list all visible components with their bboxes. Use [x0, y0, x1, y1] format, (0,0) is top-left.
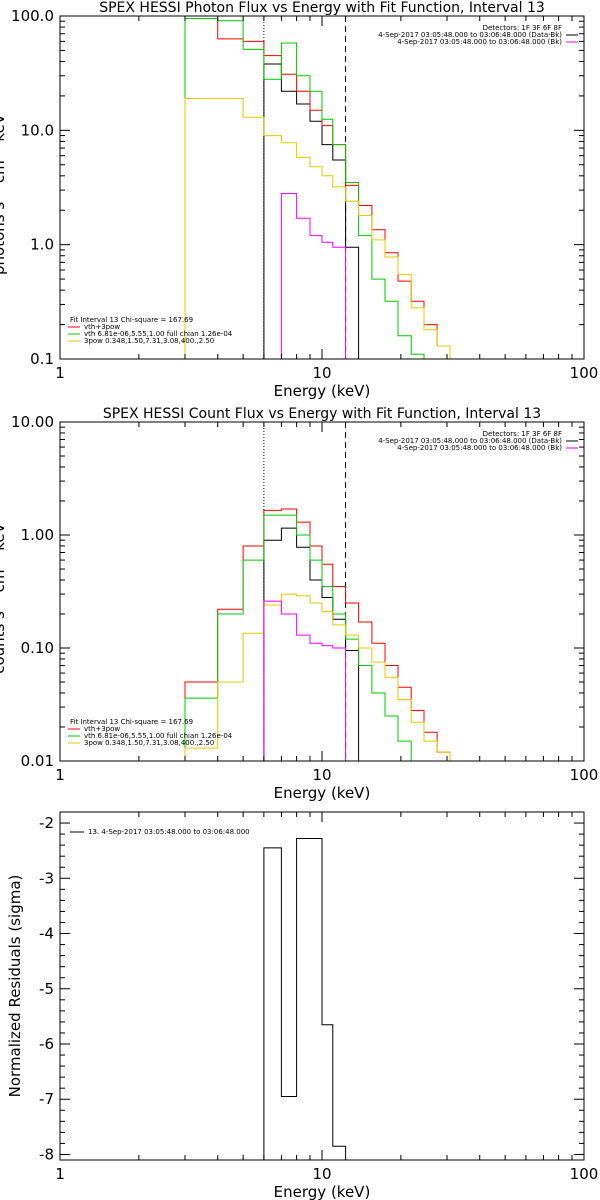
header-text: 4-Sep-2017 03:05:48.000 to 03:06:48.000 … — [378, 437, 562, 445]
legend-text: vth 6.81e-06,5.55,1.00 full chian 1.26e-… — [84, 732, 233, 740]
x-axis-label: Energy (keV) — [274, 382, 371, 400]
series-line — [263, 527, 360, 761]
x-tick-label: 1 — [55, 766, 65, 784]
series-line — [280, 193, 347, 359]
x-tick-label: 100 — [570, 364, 599, 382]
series-group — [280, 193, 347, 359]
x-tick-label: 10 — [312, 1165, 331, 1183]
legend-text: vth+3pow — [84, 323, 120, 331]
y-tick-label: 0.1 — [30, 350, 54, 368]
x-tick-label: 100 — [570, 1165, 599, 1183]
x-tick-label: 10 — [312, 766, 331, 784]
series-group — [263, 838, 347, 1160]
legend-text: 3pow 0.348,1.50,7.31,3.08,400.,2.50 — [84, 337, 214, 345]
series-group — [184, 98, 451, 359]
y-axis-label: Normalized Residuals (sigma) — [6, 875, 24, 1098]
series-line — [184, 18, 451, 359]
header-text: 4-Sep-2017 03:05:48.000 to 03:06:48.000 … — [397, 444, 562, 452]
legend-text: vth+3pow — [84, 725, 120, 733]
y-tick-label: -6 — [39, 1035, 54, 1053]
series-line — [184, 593, 451, 761]
y-axis-label: photons s⁻¹ cm⁻² keV⁻¹ — [0, 100, 8, 275]
plot-frame — [59, 15, 585, 360]
x-axis-label: Energy (keV) — [274, 1183, 371, 1200]
series-group — [184, 514, 424, 761]
x-tick-label: 1 — [55, 364, 65, 382]
y-tick-label: 10.0 — [21, 121, 54, 139]
legend-text: vth 6.81e-06,5.55,1.00 full chian 1.26e-… — [84, 330, 233, 338]
y-tick-label: 1.0 — [30, 236, 54, 254]
series-line — [184, 98, 451, 359]
series-line — [263, 838, 347, 1160]
series-line — [263, 600, 347, 761]
chart-title: SPEX HESSI Photon Flux vs Energy with Fi… — [99, 0, 545, 16]
legend-text: 13. 4-Sep-2017 03:05:48.000 to 03:06:48.… — [88, 828, 250, 836]
series-group — [184, 18, 451, 359]
series-line — [263, 63, 360, 359]
chart-title: SPEX HESSI Count Flux vs Energy with Fit… — [103, 406, 541, 422]
y-tick-label: -4 — [39, 925, 54, 943]
y-tick-label: -8 — [39, 1145, 54, 1163]
series-group — [184, 593, 451, 761]
y-tick-label: 0.10 — [21, 639, 54, 657]
y-tick-label: 100.0 — [11, 7, 54, 25]
header-text: 4-Sep-2017 03:05:48.000 to 03:06:48.000 … — [378, 31, 562, 39]
legend-text: Fit Interval 13 Chi-square = 167.69 — [70, 316, 193, 324]
series-group — [184, 508, 451, 761]
series-group — [263, 63, 360, 359]
legend-text: 3pow 0.348,1.50,7.31,3.08,400.,2.50 — [84, 739, 214, 747]
header-text: Detectors: 1F 3F 6F 8F — [483, 430, 562, 438]
y-tick-label: 0.01 — [21, 752, 54, 770]
legend-text: Fit Interval 13 Chi-square = 167.69 — [70, 718, 193, 726]
x-tick-label: 10 — [312, 364, 331, 382]
y-tick-label: -5 — [39, 980, 54, 998]
series-line — [184, 514, 424, 761]
y-axis-label: counts s⁻¹ cm⁻² keV⁻¹ — [0, 509, 8, 674]
y-tick-label: 1.00 — [21, 526, 54, 544]
x-tick-label: 1 — [55, 1165, 65, 1183]
header-text: 4-Sep-2017 03:05:48.000 to 03:06:48.000 … — [397, 38, 562, 46]
series-group — [263, 600, 347, 761]
series-line — [184, 508, 451, 761]
y-tick-label: -3 — [39, 869, 54, 887]
series-line — [184, 18, 425, 359]
header-text: Detectors: 1F 3F 6F 8F — [483, 24, 562, 32]
series-group — [263, 527, 360, 761]
y-tick-label: -7 — [39, 1090, 54, 1108]
x-axis-label: Energy (keV) — [274, 784, 371, 802]
y-tick-label: 10.00 — [11, 413, 54, 431]
x-tick-label: 100 — [570, 766, 599, 784]
y-tick-label: -2 — [39, 814, 54, 832]
series-group — [184, 18, 425, 359]
